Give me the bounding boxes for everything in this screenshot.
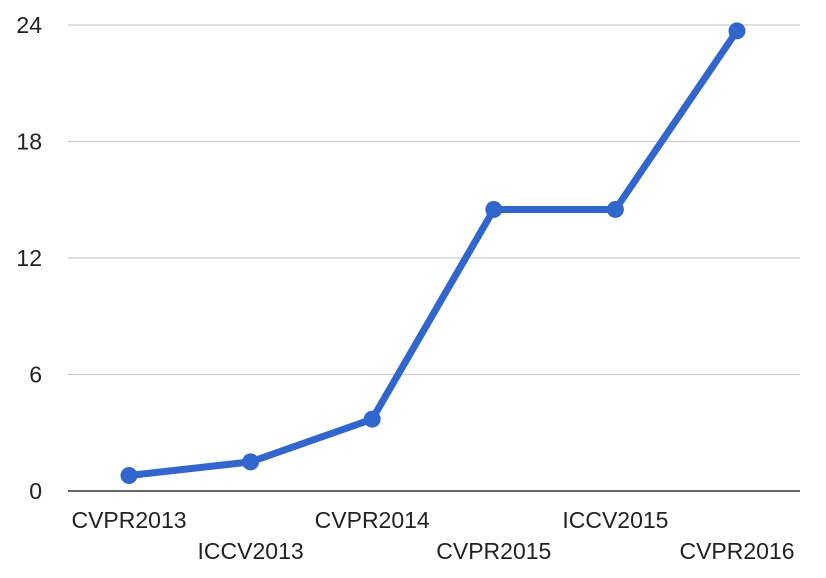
- y-tick-label: 6: [29, 362, 42, 388]
- data-point: [485, 200, 503, 218]
- y-tick-label: 12: [16, 245, 42, 271]
- y-tick-label: 0: [29, 478, 42, 504]
- data-points: [120, 22, 746, 484]
- y-tick-label: 18: [16, 129, 42, 155]
- gridlines: [68, 24, 800, 492]
- x-tick-label: CVPR2016: [679, 538, 794, 564]
- series-line: [125, 27, 741, 479]
- y-tick-label: 24: [16, 12, 42, 38]
- data-point: [728, 22, 746, 40]
- data-point: [120, 466, 138, 484]
- series-line-group: [125, 27, 741, 479]
- x-tick-label: ICCV2015: [562, 507, 668, 533]
- x-tick-label: CVPR2014: [315, 507, 430, 533]
- x-tick-label: CVPR2015: [436, 538, 551, 564]
- x-tick-label: CVPR2013: [71, 507, 186, 533]
- data-point: [606, 200, 624, 218]
- data-point: [242, 453, 260, 471]
- x-tick-label: ICCV2013: [198, 538, 304, 564]
- y-axis-tick-labels: 0 6 12 18 24: [16, 12, 42, 504]
- data-point: [363, 410, 381, 428]
